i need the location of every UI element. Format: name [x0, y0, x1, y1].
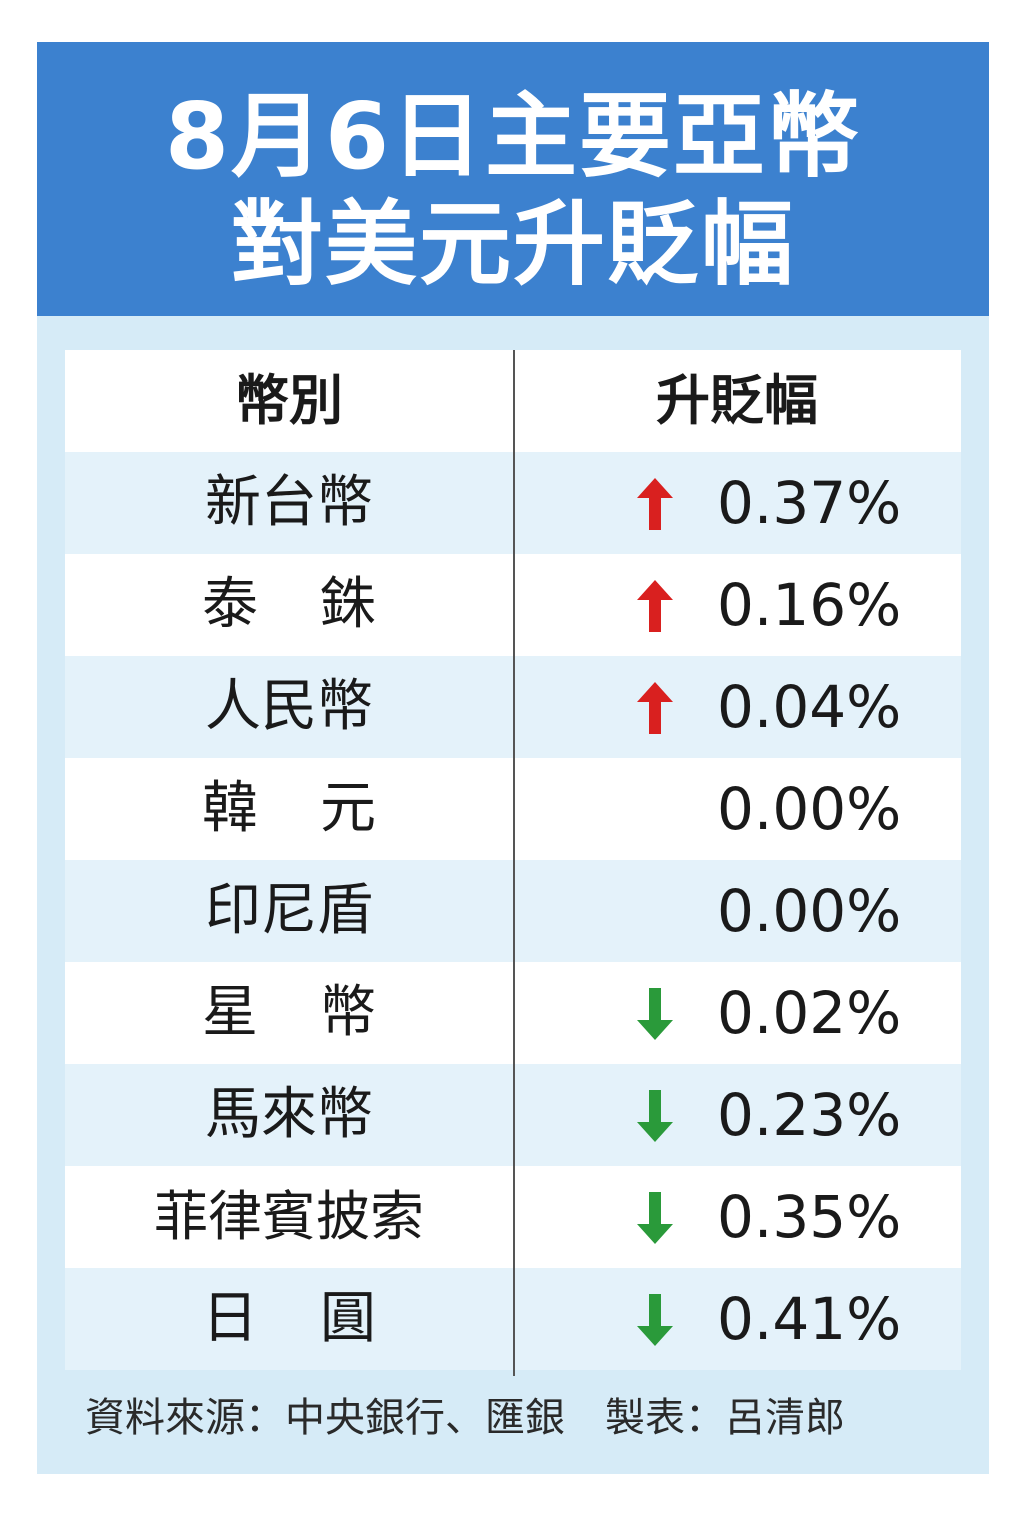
- up-arrow-icon: [637, 682, 673, 734]
- currency-name: 泰銖: [202, 572, 438, 637]
- header-change: 升貶幅: [656, 369, 818, 432]
- change-value: 0.00%: [717, 775, 902, 843]
- change-value: 0.02%: [717, 979, 902, 1047]
- change-value: 0.00%: [717, 877, 902, 945]
- change-value: 0.37%: [717, 469, 902, 537]
- change-value: 0.16%: [717, 571, 902, 639]
- currency-name: 日圓: [202, 1286, 438, 1351]
- down-arrow-icon: [637, 1294, 673, 1346]
- up-arrow-icon: [637, 478, 673, 530]
- down-arrow-icon: [637, 988, 673, 1040]
- header-currency: 幣別: [235, 369, 343, 432]
- down-arrow-icon: [637, 1192, 673, 1244]
- source-note: 資料來源：中央銀行、匯銀 製表：呂清郎: [85, 1395, 845, 1441]
- column-divider: [513, 350, 515, 1376]
- down-arrow-icon: [637, 1090, 673, 1142]
- title-bar: 8月6日主要亞幣 對美元升貶幅: [37, 42, 989, 316]
- change-value: 0.41%: [717, 1285, 902, 1353]
- change-value: 0.23%: [717, 1081, 902, 1149]
- currency-name: 新台幣: [205, 470, 373, 535]
- change-value: 0.04%: [717, 673, 902, 741]
- currency-name: 韓元: [202, 776, 438, 841]
- currency-name: 人民幣: [205, 674, 373, 739]
- currency-name: 星幣: [202, 980, 438, 1045]
- chart-panel: 8月6日主要亞幣 對美元升貶幅 幣別 升貶幅 新台幣 0.37% 泰銖 0.16% 人民…: [37, 42, 989, 1474]
- currency-name: 印尼盾: [205, 878, 373, 943]
- chart-title-line-2: 對美元升貶幅: [230, 191, 795, 298]
- change-value: 0.35%: [717, 1183, 902, 1251]
- chart-title-line-1: 8月6日主要亞幣: [164, 83, 862, 190]
- currency-name: 馬來幣: [205, 1082, 373, 1147]
- currency-name: 菲律賓披索: [154, 1185, 424, 1248]
- up-arrow-icon: [637, 580, 673, 632]
